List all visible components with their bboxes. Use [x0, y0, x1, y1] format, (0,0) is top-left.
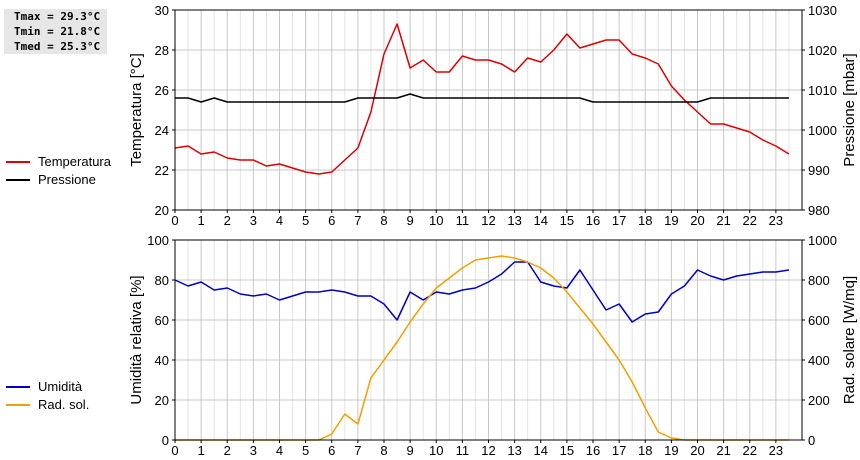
humidity-chart-y-tick-label: 100 — [147, 233, 169, 248]
humidity-chart-x-tick-label: 7 — [354, 443, 361, 458]
temp-chart-x-tick-label: 5 — [302, 213, 309, 228]
humidity-chart-x-tick-label: 15 — [560, 443, 574, 458]
humidity-chart-x-tick-label: 19 — [664, 443, 678, 458]
legend-swatch-temperatura — [6, 161, 30, 163]
humidity-chart-x-tick-label: 9 — [407, 443, 414, 458]
humidity-chart-y2-tick-label: 800 — [808, 273, 830, 288]
temp-chart-x-tick-label: 7 — [354, 213, 361, 228]
temp-chart-y-tick-label: 24 — [155, 123, 169, 138]
humidity-chart-x-tick-label: 20 — [690, 443, 704, 458]
humidity-chart-ylabel: Umidità relativa [%] — [128, 275, 145, 404]
temp-chart-x-tick-label: 21 — [716, 213, 730, 228]
humidity-chart-y-tick-label: 0 — [162, 433, 169, 448]
humidity-chart-y-tick-label: 80 — [155, 273, 169, 288]
legend-swatch-radsol — [6, 404, 30, 406]
temp-chart-x-tick-label: 4 — [276, 213, 283, 228]
humidity-chart-y2-tick-label: 0 — [808, 433, 815, 448]
temp-chart-x-tick-label: 12 — [481, 213, 495, 228]
temp-chart-y2-tick-label: 1020 — [808, 43, 837, 58]
humidity-chart-x-tick-label: 4 — [276, 443, 283, 458]
humidity-chart-y2-tick-label: 1000 — [808, 233, 837, 248]
temperature-stats-box: Tmax = 29.3°C Tmin = 21.8°C Tmed = 25.3°… — [4, 9, 107, 54]
temp-chart-x-tick-label: 16 — [586, 213, 600, 228]
humidity-chart-x-tick-label: 3 — [250, 443, 257, 458]
humidity-chart-y2-tick-label: 400 — [808, 353, 830, 368]
temp-chart-x-tick-label: 23 — [769, 213, 783, 228]
humidity-chart-x-tick-label: 22 — [743, 443, 757, 458]
temp-chart-x-tick-label: 1 — [198, 213, 205, 228]
humidity-chart-y2-tick-label: 600 — [808, 313, 830, 328]
temp-chart-y2-tick-label: 1000 — [808, 123, 837, 138]
humidity-chart-y2-tick-label: 200 — [808, 393, 830, 408]
humidity-chart-x-tick-label: 1 — [198, 443, 205, 458]
temp-chart-x-tick-label: 2 — [224, 213, 231, 228]
temp-chart-x-tick-label: 14 — [534, 213, 548, 228]
legend-label-pressione: Pressione — [38, 172, 96, 187]
legend-label-umidita: Umidità — [38, 379, 83, 394]
humidity-chart-series-umidit — [174, 261, 790, 323]
temp-chart-x-tick-label: 20 — [690, 213, 704, 228]
humidity-chart-x-tick-label: 12 — [481, 443, 495, 458]
humidity-chart-x-tick-label: 10 — [429, 443, 443, 458]
temp-chart-x-tick-label: 15 — [560, 213, 574, 228]
temp-chart-series-pressione — [175, 93, 789, 103]
humidity-chart-x-tick-label: 6 — [328, 443, 335, 458]
stat-tmin: Tmin = 21.8°C — [14, 25, 101, 38]
humidity-chart-y-tick-label: 60 — [155, 313, 169, 328]
stat-tmed: Tmed = 25.3°C — [14, 40, 101, 53]
temp-chart-x-tick-label: 3 — [250, 213, 257, 228]
humidity-chart-x-tick-label: 17 — [612, 443, 626, 458]
temp-chart-x-tick-label: 6 — [328, 213, 335, 228]
humidity-chart-x-tick-label: 8 — [380, 443, 387, 458]
temp-chart-x-tick-label: 11 — [456, 213, 470, 228]
legend-label-radsol: Rad. sol. — [38, 397, 90, 412]
legend-swatch-umidita — [6, 386, 30, 388]
temp-chart-x-tick-label: 9 — [407, 213, 414, 228]
humidity-chart-x-tick-label: 5 — [302, 443, 309, 458]
temp-chart-y-tick-label: 28 — [155, 43, 169, 58]
temp-chart-y2-tick-label: 1030 — [808, 3, 837, 18]
temp-chart-x-tick-label: 18 — [638, 213, 652, 228]
temp-chart-y2label: Pressione [mbar] — [841, 53, 858, 166]
humidity-chart-x-tick-label: 21 — [716, 443, 730, 458]
temp-chart-y2-tick-label: 980 — [808, 203, 830, 218]
temp-chart-x-tick-label: 8 — [380, 213, 387, 228]
temp-chart-y-tick-label: 30 — [155, 3, 169, 18]
temp-chart-x-tick-label: 22 — [743, 213, 757, 228]
humidity-chart-y-tick-label: 20 — [155, 393, 169, 408]
humidity-chart-x-tick-label: 16 — [586, 443, 600, 458]
humidity-chart-x-tick-label: 14 — [534, 443, 548, 458]
humidity-chart-x-tick-label: 23 — [769, 443, 783, 458]
temp-chart-y2-tick-label: 1010 — [808, 83, 837, 98]
temp-chart-x-tick-label: 19 — [664, 213, 678, 228]
legend-label-temperatura: Temperatura — [38, 154, 111, 169]
temp-chart-y-tick-label: 26 — [155, 83, 169, 98]
legend-swatch-pressione — [6, 179, 30, 181]
temp-chart-x-tick-label: 10 — [429, 213, 443, 228]
temp-chart-y-tick-label: 20 — [155, 203, 169, 218]
humidity-chart-y2label: Rad. solare [W/mq] — [841, 276, 858, 404]
temp-chart-y2-tick-label: 990 — [808, 163, 830, 178]
temp-chart-x-tick-label: 17 — [612, 213, 626, 228]
humidity-chart-x-tick-label: 13 — [507, 443, 521, 458]
humidity-chart-x-tick-label: 2 — [224, 443, 231, 458]
temp-chart-y-tick-label: 22 — [155, 163, 169, 178]
temp-chart-x-tick-label: 0 — [171, 213, 178, 228]
humidity-chart-y-tick-label: 40 — [155, 353, 169, 368]
humidity-chart-x-tick-label: 18 — [638, 443, 652, 458]
stat-tmax: Tmax = 29.3°C — [14, 10, 101, 23]
humidity-chart-x-tick-label: 11 — [456, 443, 470, 458]
temp-chart-ylabel: Temperatura [°C] — [128, 53, 145, 167]
humidity-chart-x-tick-label: 0 — [171, 443, 178, 458]
temp-chart-x-tick-label: 13 — [507, 213, 521, 228]
